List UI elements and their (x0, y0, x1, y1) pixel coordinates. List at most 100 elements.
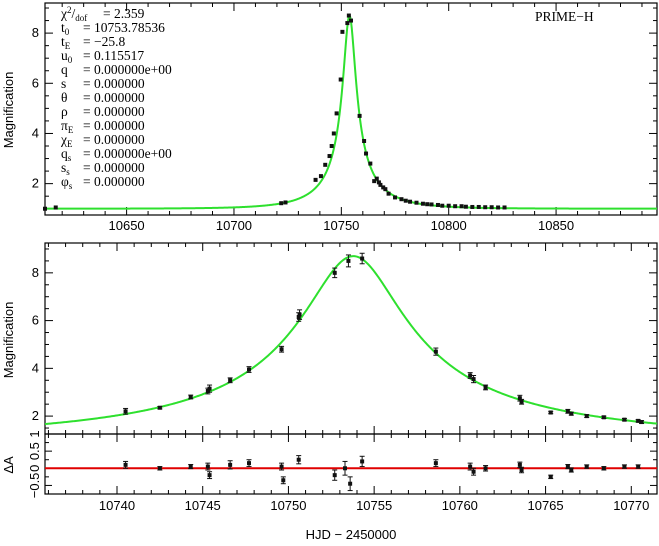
top-data-point (283, 200, 288, 205)
middle-data-point (548, 410, 553, 415)
middle-y-tick-label: 6 (32, 313, 39, 328)
param-name-q: q (61, 62, 68, 77)
residual-data-point (519, 468, 524, 472)
middle-panel: 2 4 6 8 (32, 243, 658, 434)
top-data-point (463, 204, 468, 209)
param-value-chiE: = 0.000000 (83, 132, 145, 147)
residual-x-tick-label: 10750 (270, 498, 306, 513)
top-y-tick-label: 8 (32, 25, 39, 40)
residual-data-point (569, 468, 574, 472)
residual-panel: 10740 10745 10750 10755 10760 10765 10770−0.50… (27, 430, 657, 513)
top-data-point (453, 204, 458, 209)
param-name-rho: ρ (61, 104, 68, 119)
middle-data-point (228, 378, 233, 383)
top-y-tick-label: 4 (32, 125, 39, 140)
top-y-tick-label: 2 (32, 176, 39, 191)
top-data-point (435, 202, 440, 207)
middle-data-point (247, 367, 251, 372)
residual-data-point (433, 461, 438, 466)
param-name-qs: qs (61, 146, 72, 163)
top-data-point (383, 187, 388, 192)
middle-data-point (279, 347, 284, 352)
top-data-point (374, 176, 379, 181)
middle-ylabel: Magnification (1, 302, 16, 379)
middle-data-point (123, 409, 128, 414)
x-axis-label: HJD − 2450000 (306, 527, 397, 542)
param-value-rho: = 0.000000 (83, 104, 145, 119)
middle-data-point (296, 315, 301, 320)
residual-data-point (207, 473, 212, 478)
param-name-u0: u0 (61, 48, 73, 65)
top-data-point (346, 13, 351, 18)
top-data-point (403, 198, 408, 203)
top-ylabel: Magnification (1, 72, 16, 149)
top-data-point (381, 185, 386, 190)
top-data-point (345, 21, 350, 26)
param-value-phis: = 0.000000 (83, 174, 145, 189)
legend-label: PRIME−H (535, 9, 594, 24)
residual-data-point (281, 478, 286, 483)
residual-x-tick-label: 10745 (185, 498, 221, 513)
residual-data-point (205, 464, 210, 469)
residual-y-tick-label: 1 (27, 430, 42, 437)
top-data-point (476, 204, 481, 209)
middle-data-point (297, 312, 302, 317)
param-value-tE: = −25.8 (83, 34, 125, 49)
residual-data-point (123, 462, 128, 467)
residual-data-point (360, 459, 365, 464)
top-data-point (408, 199, 413, 204)
top-data-point (470, 204, 475, 209)
top-panel: 10650 10700 10750 10800 10850 2 4 6 8 (32, 3, 657, 233)
top-data-point (502, 205, 507, 210)
top-data-point (313, 177, 318, 182)
middle-data-point (433, 349, 438, 354)
middle-data-point (636, 418, 641, 423)
top-data-point (386, 191, 391, 196)
middle-data-point (519, 399, 524, 404)
parameter-block: χ2/dof t0 tE u0 q s θ ρ πE χE qs ss φs =… (60, 5, 172, 191)
top-data-point (340, 29, 345, 34)
residual-data-point (228, 462, 233, 467)
top-data-point (372, 179, 377, 184)
top-data-point (357, 113, 362, 118)
residual-data-point (348, 481, 353, 486)
top-x-tick-label: 10800 (431, 218, 467, 233)
middle-y-tick-label: 8 (32, 265, 39, 280)
top-data-point (279, 201, 284, 206)
param-name-phis: φs (61, 174, 73, 191)
residual-data-point (622, 464, 627, 469)
residual-data-point (601, 466, 606, 471)
residual-x-tick-label: 10740 (99, 498, 135, 513)
residual-data-point (548, 474, 553, 479)
middle-data-point (188, 394, 193, 399)
top-data-point (399, 197, 404, 202)
param-value-ss: = 0.000000 (83, 160, 145, 175)
middle-data-point (205, 389, 210, 394)
residual-panel-frame (44, 433, 658, 495)
residual-x-tick-label: 10770 (613, 498, 649, 513)
param-value-qs: = 0.000000e+00 (83, 146, 172, 161)
param-value-piE: = 0.000000 (83, 118, 145, 133)
residual-y-tick-label: 0.5 (27, 442, 42, 460)
top-x-tick-label: 10650 (109, 218, 145, 233)
middle-panel-frame (44, 242, 658, 435)
residual-data-point (247, 461, 251, 466)
residual-data-point (636, 464, 641, 469)
param-value-s: = 0.000000 (83, 76, 145, 91)
top-data-point (362, 138, 367, 143)
middle-model-curve (44, 255, 658, 426)
top-data-point (393, 195, 398, 200)
top-data-point (376, 180, 381, 185)
param-name-ss: ss (61, 160, 70, 177)
residual-x-tick-label: 10760 (442, 498, 478, 513)
middle-data-point (483, 385, 488, 390)
middle-data-point (584, 414, 589, 419)
param-value-q: = 0.000000e+00 (83, 62, 172, 77)
middle-y-tick-label: 2 (32, 408, 39, 423)
param-name-t0: t0 (61, 20, 70, 37)
middle-y-tick-label: 4 (32, 360, 39, 375)
middle-data-point (639, 420, 644, 425)
top-x-tick-label: 10850 (538, 218, 574, 233)
middle-data-point (569, 411, 574, 416)
